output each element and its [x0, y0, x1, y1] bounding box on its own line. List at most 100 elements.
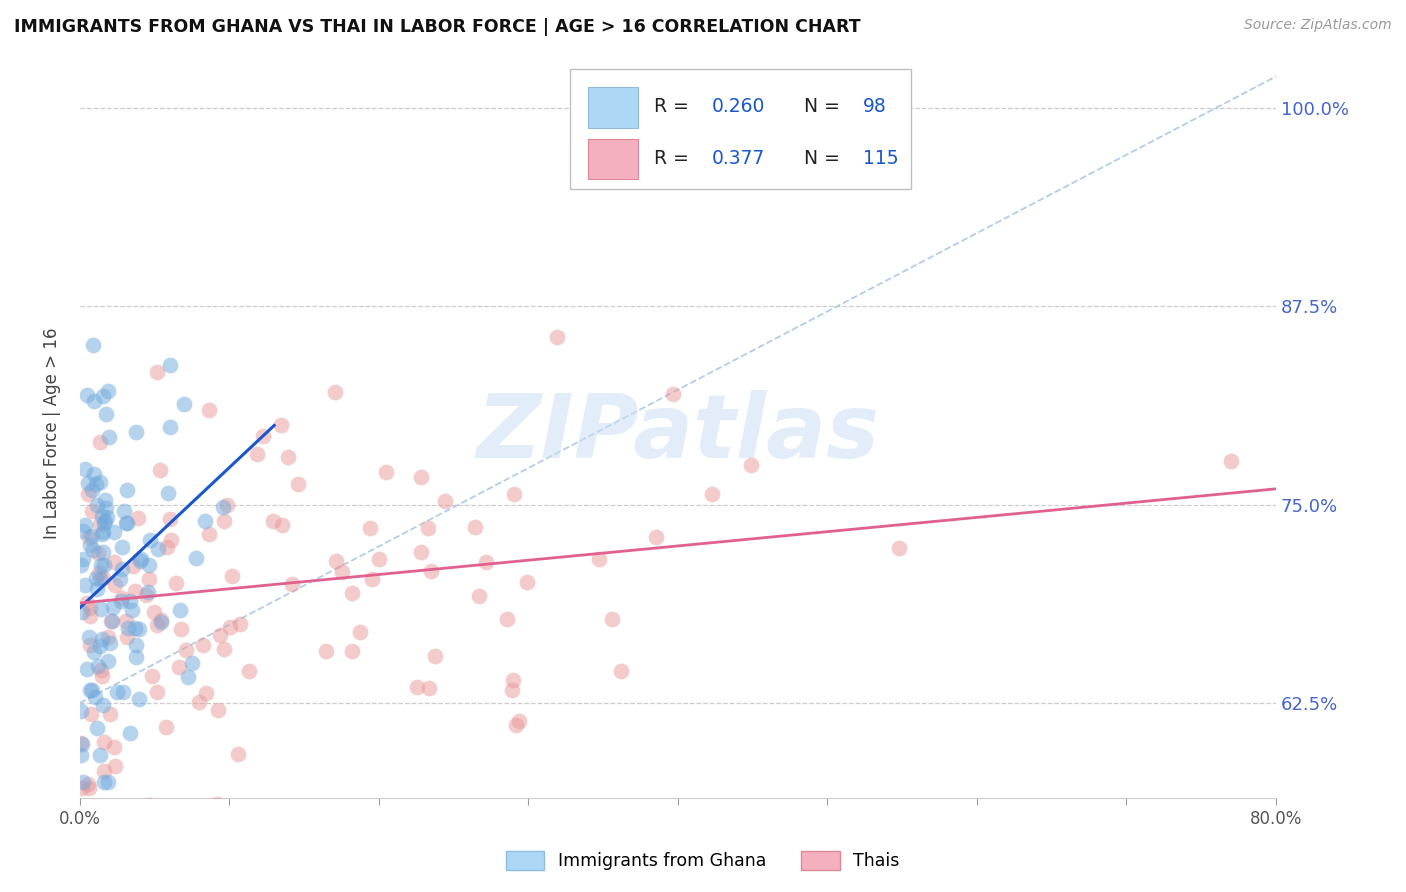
Immigrants from Ghana [124, 425, 146, 439]
Thais [208, 628, 231, 642]
FancyBboxPatch shape [571, 69, 911, 189]
Immigrants from Ghana [129, 554, 152, 568]
Thais [77, 780, 100, 795]
Thais [79, 601, 101, 615]
Thais [77, 777, 100, 791]
Immigrants from Ghana [146, 542, 169, 557]
Thais [342, 644, 364, 658]
Immigrants from Ghana [83, 645, 105, 659]
Thais [330, 565, 353, 579]
Thais [503, 487, 526, 501]
Thais [405, 680, 427, 694]
Thais [238, 664, 260, 678]
Immigrants from Ghana [103, 525, 125, 540]
Thais [155, 720, 177, 734]
Thais [502, 673, 524, 688]
Thais [205, 797, 228, 811]
Immigrants from Ghana [75, 578, 97, 592]
Immigrants from Ghana [90, 602, 112, 616]
Thais [149, 462, 172, 476]
Immigrants from Ghana [211, 500, 233, 515]
Immigrants from Ghana [124, 621, 146, 635]
Thais [418, 681, 440, 695]
Thais [281, 576, 304, 591]
Thais [150, 613, 173, 627]
Thais [80, 706, 103, 721]
Thais [100, 706, 122, 721]
Immigrants from Ghana [72, 775, 94, 789]
Thais [468, 589, 491, 603]
Immigrants from Ghana [159, 358, 181, 372]
Immigrants from Ghana [83, 467, 105, 481]
Immigrants from Ghana [89, 475, 111, 489]
Thais [215, 498, 238, 512]
Thais [416, 520, 439, 534]
Thais [80, 504, 103, 518]
Immigrants from Ghana [194, 515, 217, 529]
Thais [70, 780, 93, 795]
Immigrants from Ghana [83, 690, 105, 705]
Immigrants from Ghana [70, 737, 93, 751]
Immigrants from Ghana [115, 516, 138, 530]
FancyBboxPatch shape [588, 87, 638, 128]
Thais [138, 797, 160, 812]
Thais [90, 669, 112, 683]
Thais [90, 663, 112, 677]
Thais [887, 541, 910, 555]
Immigrants from Ghana [91, 698, 114, 712]
Immigrants from Ghana [111, 685, 134, 699]
Immigrants from Ghana [70, 704, 93, 718]
Immigrants from Ghana [80, 683, 103, 698]
Thais [170, 622, 193, 636]
Legend: Immigrants from Ghana, Thais: Immigrants from Ghana, Thais [498, 842, 908, 879]
Immigrants from Ghana [89, 572, 111, 586]
Thais [325, 554, 347, 568]
Immigrants from Ghana [115, 483, 138, 497]
Immigrants from Ghana [96, 775, 118, 789]
Immigrants from Ghana [138, 558, 160, 572]
Immigrants from Ghana [83, 393, 105, 408]
Immigrants from Ghana [108, 572, 131, 586]
Immigrants from Ghana [89, 748, 111, 763]
Thais [501, 682, 523, 697]
Immigrants from Ghana [79, 682, 101, 697]
Thais [226, 747, 249, 761]
Immigrants from Ghana [100, 615, 122, 629]
Immigrants from Ghana [125, 638, 148, 652]
Thais [359, 521, 381, 535]
Thais [87, 546, 110, 560]
Thais [270, 417, 292, 432]
Thais [104, 578, 127, 592]
Thais [207, 703, 229, 717]
Text: 0.377: 0.377 [711, 149, 765, 168]
Immigrants from Ghana [76, 388, 98, 402]
Thais [702, 487, 724, 501]
Immigrants from Ghana [173, 397, 195, 411]
Thais [146, 617, 169, 632]
Immigrants from Ghana [91, 524, 114, 539]
Thais [97, 631, 120, 645]
Immigrants from Ghana [181, 656, 204, 670]
Immigrants from Ghana [97, 430, 120, 444]
Immigrants from Ghana [84, 571, 107, 585]
Immigrants from Ghana [91, 632, 114, 646]
Thais [433, 494, 456, 508]
Thais [191, 638, 214, 652]
Thais [174, 642, 197, 657]
Thais [645, 530, 668, 544]
Thais [146, 365, 169, 379]
Immigrants from Ghana [93, 558, 115, 572]
Thais [146, 684, 169, 698]
Text: 98: 98 [863, 97, 887, 116]
Thais [194, 686, 217, 700]
Immigrants from Ghana [80, 529, 103, 543]
Thais [142, 606, 165, 620]
Immigrants from Ghana [82, 338, 104, 352]
Thais [368, 552, 391, 566]
Thais [167, 660, 190, 674]
Thais [93, 734, 115, 748]
Thais [93, 764, 115, 779]
Thais [79, 529, 101, 543]
Immigrants from Ghana [111, 540, 134, 554]
Immigrants from Ghana [84, 477, 107, 491]
